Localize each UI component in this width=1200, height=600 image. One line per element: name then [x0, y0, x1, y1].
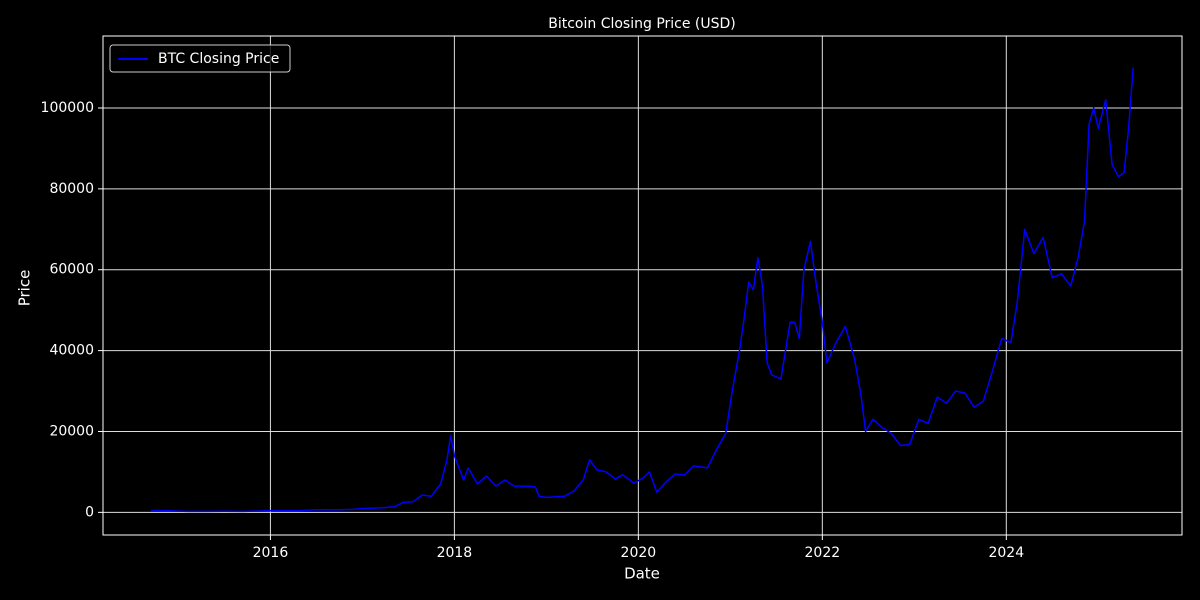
x-tick-label: 2024 — [988, 545, 1024, 561]
x-tick-label: 2018 — [437, 545, 473, 561]
x-axis-label: Date — [624, 565, 660, 583]
x-tick-label: 2020 — [621, 545, 657, 561]
y-tick-label: 20000 — [49, 423, 94, 439]
legend-box — [109, 44, 291, 73]
y-tick-label: 80000 — [49, 181, 94, 197]
plot-frame — [102, 35, 1183, 536]
chart-title: Bitcoin Closing Price (USD) — [548, 16, 736, 32]
y-tick-label: 40000 — [49, 343, 94, 359]
y-axis-label: Price — [16, 270, 34, 307]
y-tick-label: 100000 — [41, 100, 94, 116]
x-tick-label: 2016 — [253, 545, 289, 561]
x-tick-label: 2022 — [805, 545, 841, 561]
legend-label: BTC Closing Price — [158, 51, 279, 67]
y-tick-label: 60000 — [49, 262, 94, 278]
price-line — [150, 67, 1134, 513]
y-tick-label: 0 — [85, 504, 94, 520]
